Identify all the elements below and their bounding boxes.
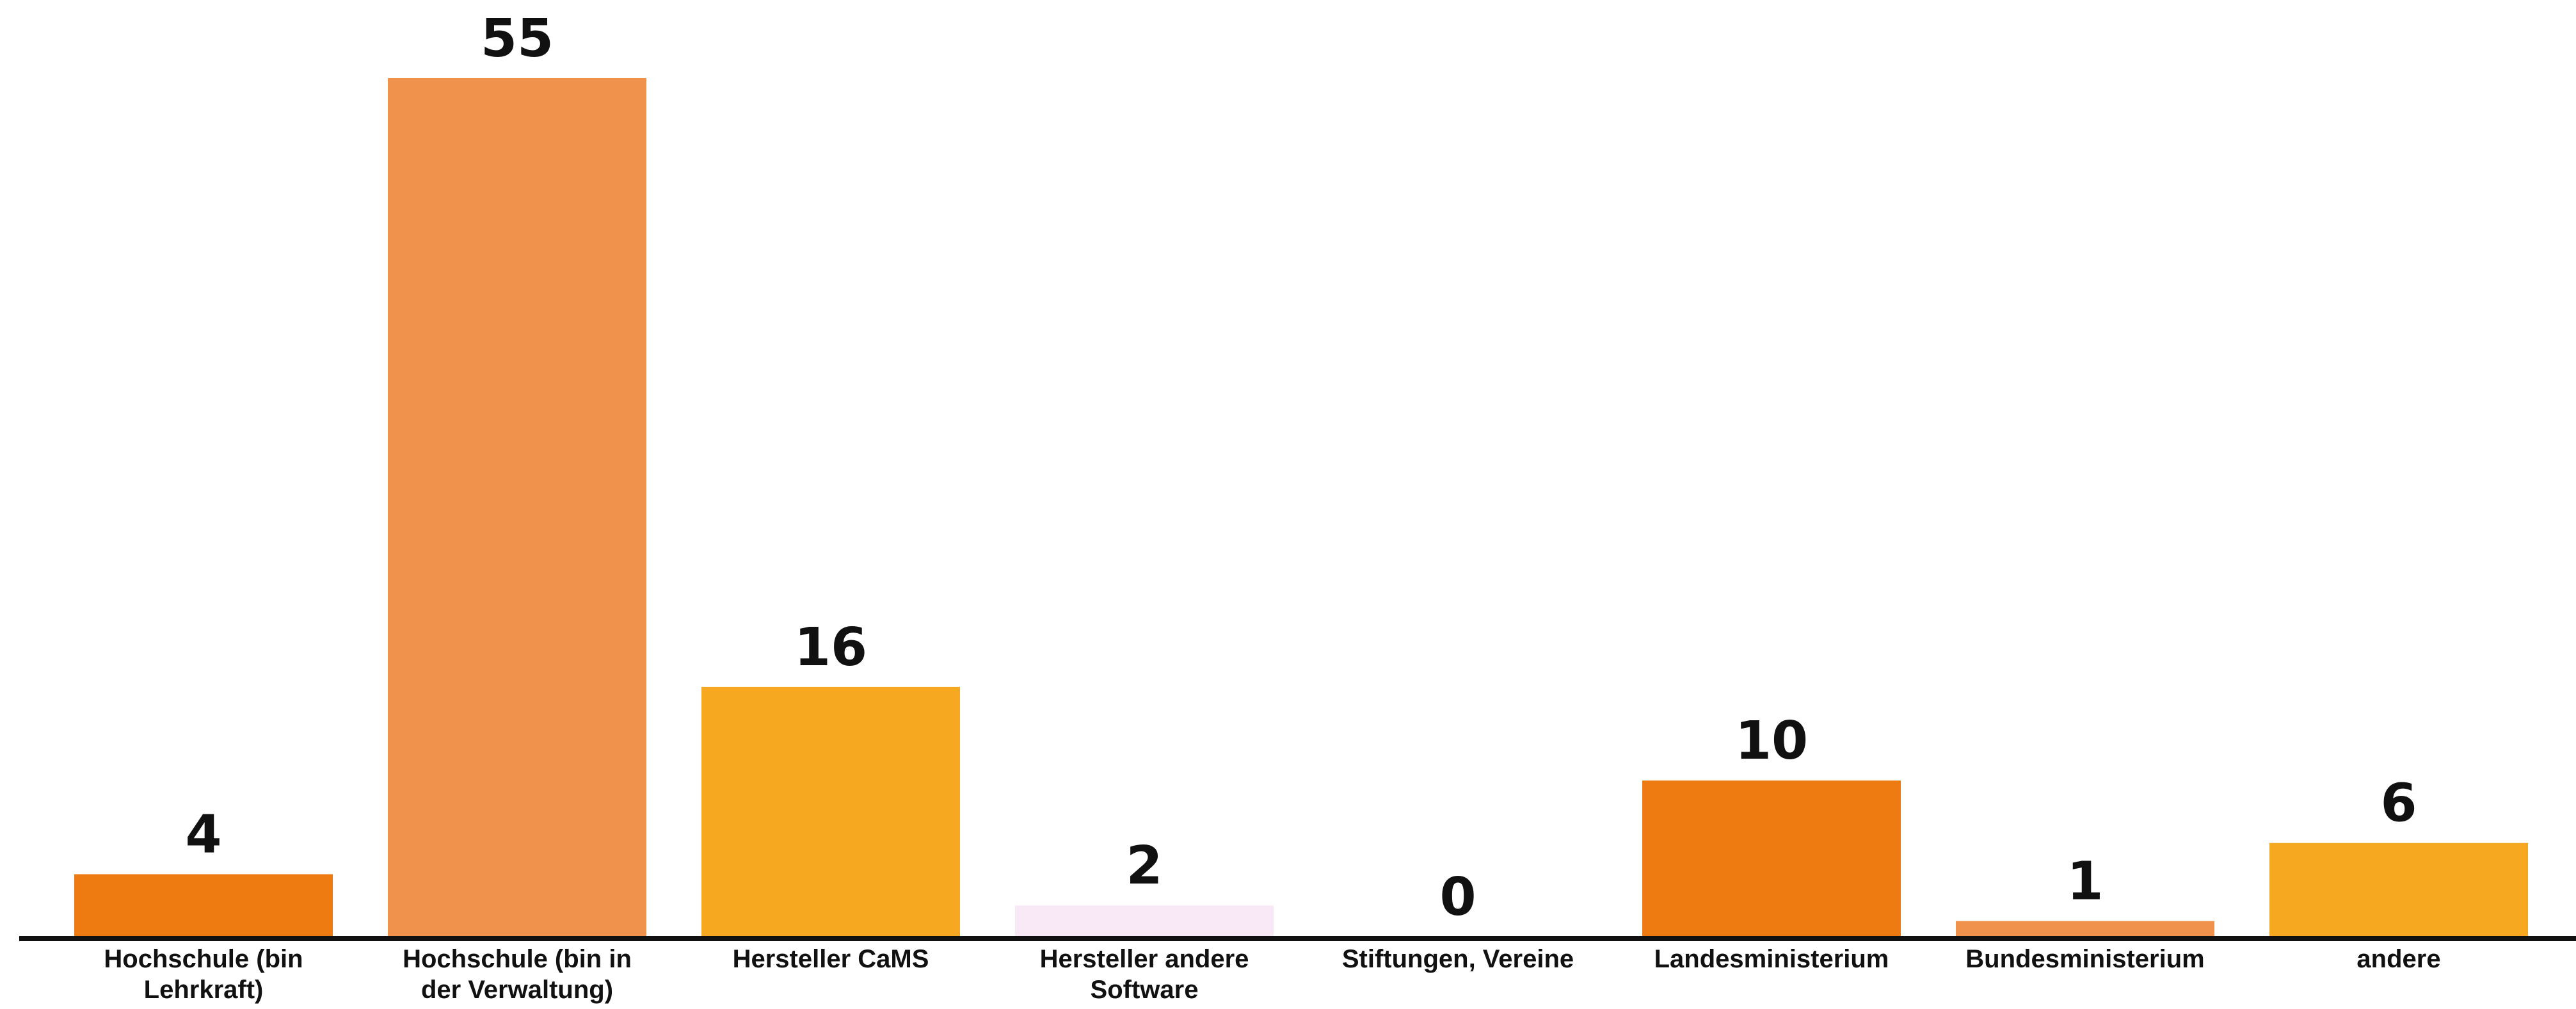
category-tick-label: Hochschule (bin in der Verwaltung) [403,945,632,1004]
bar-value-label: 4 [185,804,221,865]
category-tick-label: Hersteller CaMS [733,945,929,973]
category-tick-label: Stiftungen, Vereine [1342,945,1574,973]
category-tick-label-line: Stiftungen, Vereine [1342,945,1574,973]
category-tick-label: Hersteller andere Software [1040,945,1249,1004]
category-tick-label-line: Hersteller andere [1040,945,1249,973]
bar [701,686,960,937]
bar [1956,921,2214,937]
category-tick-label-line: Software [1091,976,1199,1004]
bar [1642,780,1901,937]
category-tick-label: Landesministerium [1654,945,1889,973]
category-tick-label: Hochschule (bin Lehrkraft) [104,945,303,1004]
category-tick-label-line: andere [2356,945,2440,973]
category-labels-layer: Hochschule (bin Lehrkraft)Hochschule (bin… [104,945,2440,1004]
bar-value-label: 2 [1126,835,1162,896]
category-tick-label: Bundesministerium [1965,945,2204,973]
bar [74,874,333,937]
category-tick-label-line: Hochschule (bin in [403,945,632,973]
bars-layer [74,78,2528,937]
bar-value-label: 1 [2067,852,2103,912]
bar-value-label: 0 [1439,867,1476,928]
category-tick-label-line: der Verwaltung) [421,976,613,1004]
bar-value-label: 55 [481,8,554,69]
bar [1015,905,1274,937]
bar [2269,843,2528,937]
bar [388,78,646,937]
category-tick-label-line: Hochschule (bin [104,945,303,973]
category-tick-label-line: Hersteller CaMS [733,945,929,973]
bar-value-label: 6 [2380,773,2417,834]
bar-value-label: 16 [794,617,867,678]
category-tick-label-line: Lehrkraft) [144,976,264,1004]
bar-value-label: 10 [1735,711,1808,771]
category-tick-label-line: Landesministerium [1654,945,1889,973]
category-tick-label-line: Bundesministerium [1965,945,2204,973]
category-tick-label: andere [2356,945,2440,973]
